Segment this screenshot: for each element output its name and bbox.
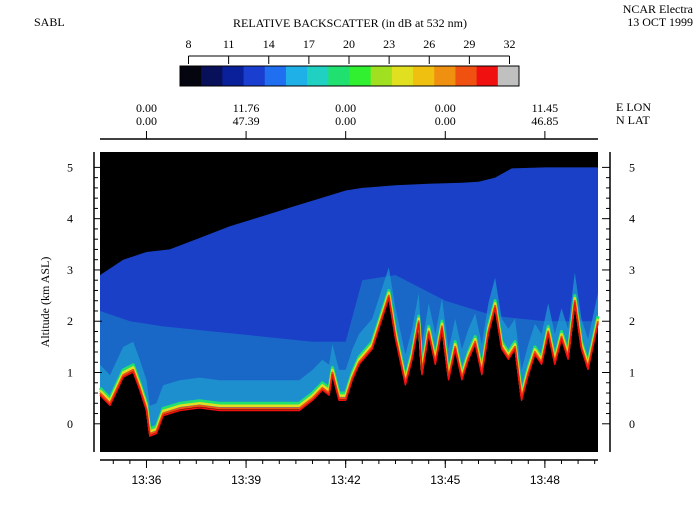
lon-tick-label: 0.00 bbox=[136, 101, 157, 115]
y-tick-label-right: 5 bbox=[629, 160, 635, 174]
y-tick-label-left: 3 bbox=[67, 263, 73, 277]
lon-tick-label: 11.76 bbox=[233, 101, 260, 115]
position-axis-label-lon: E LON bbox=[616, 100, 651, 114]
colorbar-tick-label: 20 bbox=[343, 37, 355, 51]
x-tick-label: 13:36 bbox=[131, 473, 161, 487]
colorbar-segment bbox=[370, 66, 393, 86]
date-label: 13 OCT 1999 bbox=[627, 15, 693, 29]
position-axis-label-lat: N LAT bbox=[616, 113, 650, 127]
colorbar-tick-label: 8 bbox=[186, 37, 192, 51]
colorbar-segment bbox=[180, 66, 202, 86]
colorbar-segment bbox=[201, 66, 223, 86]
x-tick-label: 13:42 bbox=[331, 473, 361, 487]
y-tick-label-right: 1 bbox=[629, 366, 635, 380]
ground-region bbox=[100, 295, 598, 452]
colorbar-tick-label: 17 bbox=[303, 37, 315, 51]
lat-tick-label: 46.85 bbox=[531, 114, 558, 128]
lon-tick-label: 0.00 bbox=[335, 101, 356, 115]
colorbar-segment bbox=[434, 66, 456, 86]
lat-tick-label: 0.00 bbox=[136, 114, 157, 128]
colorbar-segment bbox=[349, 66, 372, 86]
colorbar-segment bbox=[328, 66, 350, 86]
colorbar-segment bbox=[391, 66, 414, 86]
y-tick-label-right: 4 bbox=[629, 212, 635, 226]
lat-tick-label: 47.39 bbox=[233, 114, 260, 128]
colorbar-tick-label: 32 bbox=[504, 37, 516, 51]
lon-tick-label: 11.45 bbox=[532, 101, 559, 115]
colorbar-tick-label: 11 bbox=[223, 37, 235, 51]
y-tick-label-right: 3 bbox=[629, 263, 635, 277]
colorbar-segment bbox=[243, 66, 266, 86]
y-tick-label-left: 0 bbox=[67, 417, 73, 431]
colorbar-segment bbox=[476, 66, 499, 86]
colorbar-segment bbox=[222, 66, 245, 86]
colorbar-tick-label: 23 bbox=[383, 37, 395, 51]
colorbar-frame bbox=[179, 65, 520, 87]
y-tick-label-right: 0 bbox=[629, 417, 635, 431]
colorbar-segment bbox=[264, 66, 287, 86]
colorbar-tick-label: 14 bbox=[263, 37, 275, 51]
y-tick-label-left: 1 bbox=[67, 366, 73, 380]
colorbar-tick-label: 29 bbox=[463, 37, 475, 51]
lat-tick-label: 0.00 bbox=[435, 114, 456, 128]
lat-tick-label: 0.00 bbox=[335, 114, 356, 128]
y-tick-label-left: 4 bbox=[67, 212, 73, 226]
colorbar-segment bbox=[455, 66, 478, 86]
lon-tick-label: 0.00 bbox=[435, 101, 456, 115]
colorbar-segment bbox=[497, 66, 520, 86]
y-tick-label-left: 5 bbox=[67, 160, 73, 174]
colorbar-title: RELATIVE BACKSCATTER (in dB at 532 nm) bbox=[233, 16, 467, 30]
instrument-label: SABL bbox=[34, 15, 65, 29]
colorbar-segment bbox=[307, 66, 329, 86]
surface-return-line bbox=[99, 296, 599, 437]
y-tick-label-right: 2 bbox=[629, 314, 635, 328]
colorbar-segment bbox=[413, 66, 435, 86]
y-axis-label: Altitude (km ASL) bbox=[38, 257, 52, 348]
platform-label: NCAR Electra bbox=[622, 2, 693, 16]
colorbar-segment bbox=[285, 66, 308, 86]
x-tick-label: 13:39 bbox=[231, 473, 261, 487]
x-tick-label: 13:45 bbox=[430, 473, 460, 487]
x-tick-label: 13:48 bbox=[530, 473, 560, 487]
near-surface-band bbox=[100, 267, 598, 435]
colorbar-tick-label: 26 bbox=[423, 37, 435, 51]
y-tick-label-left: 2 bbox=[67, 314, 73, 328]
